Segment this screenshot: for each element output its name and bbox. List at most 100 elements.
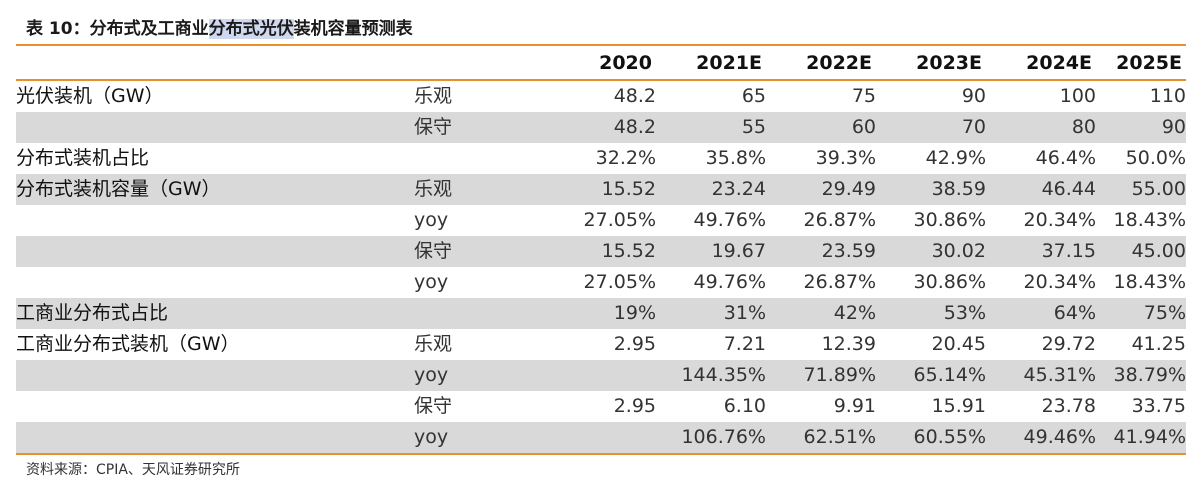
row-scenario: 保守 xyxy=(414,112,546,143)
row-scenario: yoy xyxy=(414,271,449,293)
title-suffix: 装机容量预测表 xyxy=(293,19,413,39)
value-cell: 41.94% xyxy=(1096,422,1186,453)
value-cell: 20.34% xyxy=(1023,209,1096,231)
bottom-rule xyxy=(16,453,1186,455)
source-note: 资料来源：CPIA、天风证券研究所 xyxy=(26,462,240,478)
row-label: 光伏装机（GW） xyxy=(16,85,164,107)
value-cell: 26.87% xyxy=(803,271,876,293)
value-cell: 38.59 xyxy=(876,174,986,205)
value-cell: 18.43% xyxy=(1113,209,1186,231)
value-cell: 70 xyxy=(876,112,986,143)
value-cell: 60 xyxy=(766,112,876,143)
row-scenario: 保守 xyxy=(414,395,453,417)
value-cell: 29.72 xyxy=(1041,333,1096,355)
value-cell: 30.02 xyxy=(876,236,986,267)
value-cell: 23.59 xyxy=(766,236,876,267)
title-prefix: 表 10：分布式及工商业 xyxy=(26,19,209,39)
value-cell: 42.9% xyxy=(925,147,986,169)
value-cell: 90 xyxy=(961,85,986,107)
year-header: 2022E xyxy=(806,52,872,74)
value-cell: 55 xyxy=(656,112,766,143)
row-scenario: 乐观 xyxy=(414,85,453,107)
header-blank-sub xyxy=(414,48,546,80)
table-row: yoy 27.05% 49.76% 26.87% 30.86% 20.34% 18.43% xyxy=(16,205,1186,236)
value-cell: 27.05% xyxy=(583,209,656,231)
value-cell: 64% xyxy=(986,298,1096,329)
value-cell: 100 xyxy=(1059,85,1096,107)
row-label xyxy=(16,236,414,267)
value-cell: 110 xyxy=(1149,85,1186,107)
value-cell: 19% xyxy=(546,298,656,329)
row-scenario: yoy xyxy=(414,209,449,231)
value-cell: 49.76% xyxy=(693,271,766,293)
year-header: 2025E xyxy=(1116,52,1182,74)
row-label xyxy=(16,267,414,298)
row-label: 分布式装机占比 xyxy=(16,147,150,169)
value-cell: 30.86% xyxy=(913,209,986,231)
table-row: 工商业分布式占比 19% 31% 42% 53% 64% 75% xyxy=(16,298,1186,329)
row-label xyxy=(16,360,414,391)
value-cell: 60.55% xyxy=(876,422,986,453)
value-cell: 42% xyxy=(766,298,876,329)
value-cell: 55.00 xyxy=(1096,174,1186,205)
value-cell: 33.75 xyxy=(1131,395,1186,417)
value-cell: 9.91 xyxy=(833,395,876,417)
row-scenario: yoy xyxy=(414,360,546,391)
value-cell: 48.2 xyxy=(613,85,656,107)
value-cell: 35.8% xyxy=(705,147,766,169)
value-cell: 15.91 xyxy=(931,395,986,417)
table-row: 工商业分布式装机（GW） 乐观 2.95 7.21 12.39 20.45 29.72 41.… xyxy=(16,329,1186,360)
value-cell xyxy=(546,360,656,391)
table-row: yoy 27.05% 49.76% 26.87% 30.86% 20.34% 18.43% xyxy=(16,267,1186,298)
row-scenario xyxy=(414,143,546,174)
value-cell: 45.00 xyxy=(1096,236,1186,267)
value-cell: 38.79% xyxy=(1096,360,1186,391)
value-cell: 23.78 xyxy=(1041,395,1096,417)
value-cell: 80 xyxy=(986,112,1096,143)
value-cell: 2.95 xyxy=(613,333,656,355)
row-label xyxy=(16,112,414,143)
value-cell: 29.49 xyxy=(766,174,876,205)
value-cell: 31% xyxy=(656,298,766,329)
row-label: 工商业分布式占比 xyxy=(16,298,414,329)
table-title: 表 10：分布式及工商业分布式光伏装机容量预测表 xyxy=(26,16,413,42)
value-cell: 71.89% xyxy=(766,360,876,391)
value-cell: 65 xyxy=(741,85,766,107)
table-row: 保守 48.2 55 60 70 80 90 xyxy=(16,112,1186,143)
row-label xyxy=(16,422,414,453)
table-row: 保守 2.95 6.10 9.91 15.91 23.78 33.75 xyxy=(16,391,1186,422)
row-label: 工商业分布式装机（GW） xyxy=(16,333,240,355)
value-cell: 37.15 xyxy=(986,236,1096,267)
value-cell: 15.52 xyxy=(546,174,656,205)
row-label xyxy=(16,391,414,422)
value-cell: 39.3% xyxy=(815,147,876,169)
row-scenario: yoy xyxy=(414,422,546,453)
row-label xyxy=(16,205,414,236)
value-cell: 2.95 xyxy=(613,395,656,417)
value-cell: 144.35% xyxy=(656,360,766,391)
row-label: 分布式装机容量（GW） xyxy=(16,174,414,205)
value-cell: 90 xyxy=(1096,112,1186,143)
table-row: yoy 144.35% 71.89% 65.14% 45.31% 38.79% xyxy=(16,360,1186,391)
value-cell: 6.10 xyxy=(723,395,766,417)
value-cell: 18.43% xyxy=(1113,271,1186,293)
value-cell: 48.2 xyxy=(546,112,656,143)
title-rule xyxy=(16,44,1186,46)
table-row: 光伏装机（GW） 乐观 48.2 65 75 90 100 110 xyxy=(16,80,1186,112)
value-cell: 65.14% xyxy=(876,360,986,391)
value-cell: 50.0% xyxy=(1125,147,1186,169)
table-row: 分布式装机占比 32.2% 35.8% 39.3% 42.9% 46.4% 50.0% xyxy=(16,143,1186,174)
title-highlight[interactable]: 分布式光伏 xyxy=(208,19,294,39)
value-cell: 46.4% xyxy=(1035,147,1096,169)
table-body: 光伏装机（GW） 乐观 48.2 65 75 90 100 110 保守 48.2 55 60 70 80… xyxy=(16,80,1186,453)
table-row: 保守 15.52 19.67 23.59 30.02 37.15 45.00 xyxy=(16,236,1186,267)
row-scenario: 乐观 xyxy=(414,333,453,355)
header-row: 2020 2021E 2022E 2023E 2024E 2025E xyxy=(16,48,1186,80)
value-cell: 49.46% xyxy=(986,422,1096,453)
value-cell: 46.44 xyxy=(986,174,1096,205)
value-cell: 30.86% xyxy=(913,271,986,293)
value-cell: 45.31% xyxy=(986,360,1096,391)
header-blank xyxy=(16,48,414,80)
year-header: 2021E xyxy=(696,52,762,74)
